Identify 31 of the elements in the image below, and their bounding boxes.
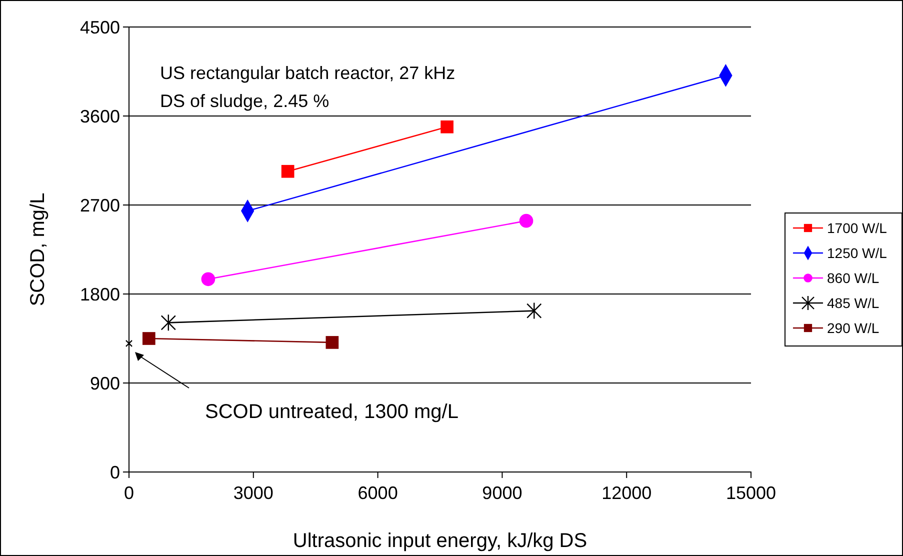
point bbox=[160, 314, 176, 332]
y-tick-label: 900 bbox=[90, 373, 120, 394]
point bbox=[440, 120, 454, 134]
x-tick-label: 9000 bbox=[482, 483, 522, 503]
y-tick-label: 0 bbox=[110, 462, 120, 482]
x-axis-title: Ultrasonic input energy, kJ/kg DS bbox=[292, 530, 588, 552]
point bbox=[526, 302, 542, 320]
point bbox=[281, 164, 294, 178]
point bbox=[142, 332, 156, 345]
y-tick-label: 2700 bbox=[80, 195, 120, 216]
x-tick-label: 15000 bbox=[726, 483, 776, 503]
y-tick-label: 4500 bbox=[80, 17, 120, 38]
annotation: DS of sludge, 2.45 % bbox=[160, 91, 330, 111]
point bbox=[125, 340, 133, 348]
y-tick-label: 1800 bbox=[80, 284, 120, 304]
x-tick-label: 0 bbox=[124, 483, 134, 503]
legend-label: 290 W/L bbox=[827, 320, 880, 336]
x-tick-label: 6000 bbox=[358, 483, 398, 503]
legend-label: 860 W/L bbox=[827, 270, 880, 286]
legend-label: 485 W/L bbox=[827, 294, 880, 311]
y-tick-label: 3600 bbox=[80, 106, 120, 126]
annotation: US rectangular batch reactor, 27 kHz bbox=[160, 63, 456, 83]
annotation: SCOD untreated, 1300 mg/L bbox=[205, 401, 458, 423]
point bbox=[519, 214, 534, 228]
point bbox=[326, 336, 339, 349]
legend-label: 1700 W/L bbox=[827, 220, 888, 236]
y-axis-title: SCOD, mg/L bbox=[27, 192, 49, 306]
point bbox=[201, 272, 216, 286]
x-tick-label: 12000 bbox=[602, 483, 652, 503]
legend-label: 1250 W/L bbox=[827, 244, 888, 261]
x-tick-label: 3000 bbox=[233, 483, 274, 503]
